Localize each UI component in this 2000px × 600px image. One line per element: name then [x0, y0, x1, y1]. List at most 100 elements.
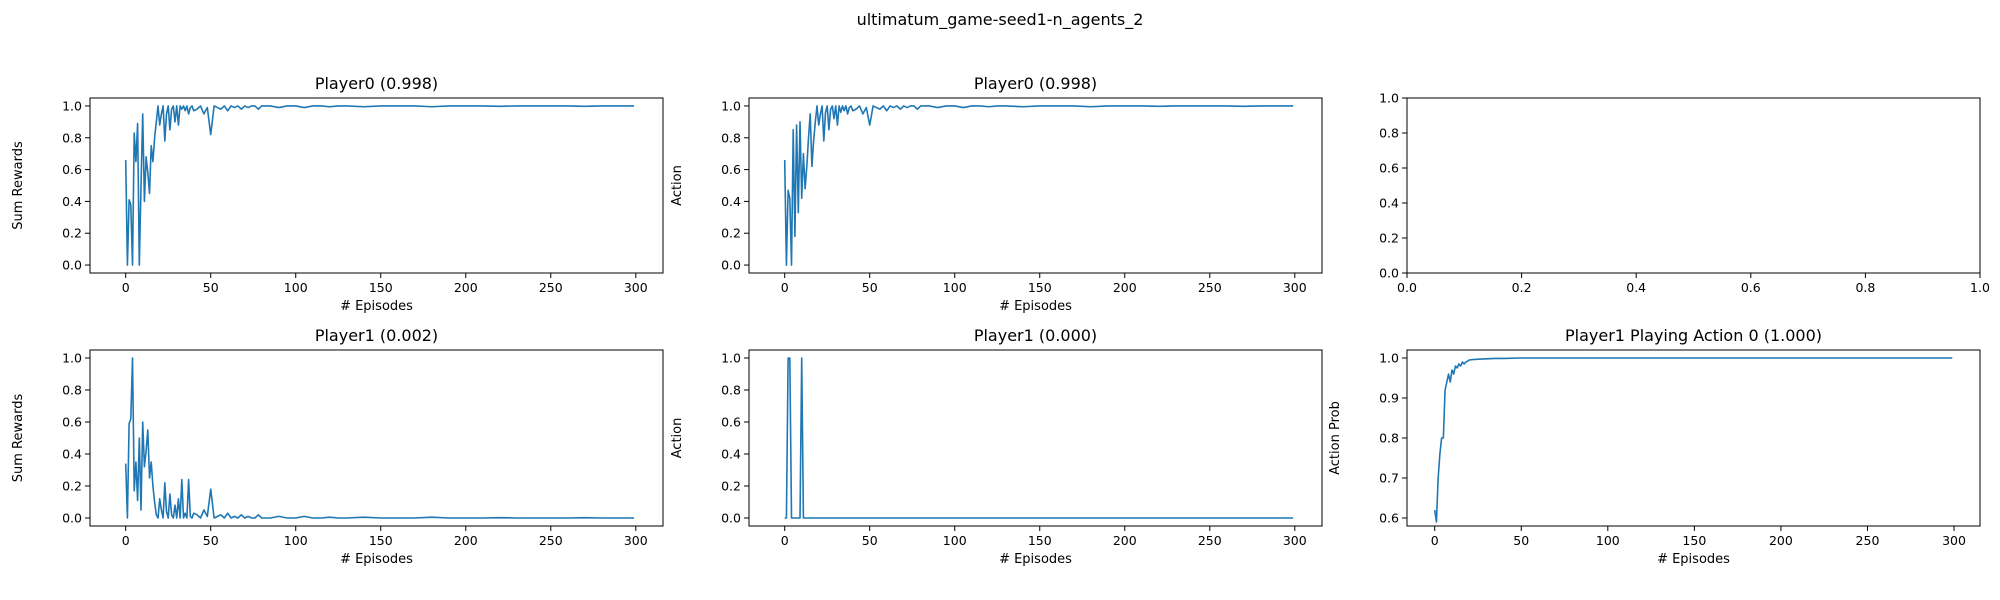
subplot-title: Player0 (0.998) — [315, 74, 438, 93]
x-tick-label: 150 — [369, 280, 393, 295]
series-line-5-1 — [784, 357, 1294, 519]
x-tick-label: 50 — [862, 533, 878, 548]
x-tick-label: 0 — [781, 533, 789, 548]
axes-frame — [1406, 97, 1981, 274]
x-tick-label: 100 — [943, 280, 967, 295]
x-tick-label: 150 — [1028, 280, 1052, 295]
y-tick-label: 0.2 — [721, 479, 741, 494]
y-tick-label: 0.6 — [721, 415, 741, 430]
y-tick-label: 0.0 — [1379, 266, 1399, 281]
x-tick-label: 100 — [284, 533, 308, 548]
x-tick-label: 0 — [122, 533, 130, 548]
x-axis-label: # Episodes — [999, 299, 1072, 314]
y-tick-label: 0.8 — [1379, 431, 1399, 446]
y-tick-label: 0.8 — [721, 130, 741, 145]
y-tick-label: 0.8 — [62, 130, 82, 145]
x-tick-label: 200 — [454, 280, 478, 295]
y-tick-label: 0.6 — [721, 162, 741, 177]
x-tick-label: 300 — [1942, 533, 1966, 548]
y-tick-label: 1.0 — [62, 351, 82, 366]
series-line-4-1 — [124, 357, 635, 519]
y-tick-label: 0.8 — [1379, 126, 1399, 141]
y-tick-label: 1.0 — [1379, 91, 1399, 106]
x-tick-label: 200 — [1113, 280, 1137, 295]
y-tick-label: 0.8 — [62, 383, 82, 398]
subplot-title: Player0 (0.998) — [974, 74, 1097, 93]
x-tick-label: 150 — [1682, 533, 1706, 548]
subplot-4: 0 50 100 150 200 250 300 0.0 0.2 0.4 0.6 0.8 1.0 Play… — [11, 326, 664, 567]
x-tick-label: 50 — [1513, 533, 1529, 548]
x-tick-label: 0.8 — [1855, 280, 1875, 295]
x-tick-label: 300 — [1283, 533, 1307, 548]
subplot-3: 0.0 0.2 0.4 0.6 0.8 1.0 0.0 0.2 0.4 0.6 0.8 1.0 — [1379, 91, 1990, 296]
x-tick-label: 50 — [862, 280, 878, 295]
y-tick-label: 0.7 — [1379, 471, 1399, 486]
y-tick-label: 0.4 — [1379, 196, 1399, 211]
axes-frame — [1406, 349, 1981, 527]
y-tick-label: 0.6 — [1379, 161, 1399, 176]
y-tick-label: 0.0 — [721, 258, 741, 273]
y-tick-label: 0.4 — [721, 194, 741, 209]
x-tick-label: 150 — [1028, 533, 1052, 548]
x-tick-label: 0.4 — [1626, 280, 1646, 295]
series-line-1-1 — [124, 105, 635, 266]
x-tick-label: 200 — [454, 533, 478, 548]
figure-title: ultimatum_game-seed1-n_agents_2 — [857, 10, 1144, 30]
subplot-6: 0 50 100 150 200 250 300 0.6 0.7 0.8 0.9 1.0 Player1… — [1328, 326, 1981, 567]
y-tick-label: 1.0 — [721, 98, 741, 113]
x-tick-label: 250 — [539, 280, 563, 295]
y-tick-label: 0.4 — [721, 447, 741, 462]
y-tick-label: 0.6 — [62, 415, 82, 430]
y-tick-label: 1.0 — [721, 351, 741, 366]
x-tick-label: 250 — [1198, 533, 1222, 548]
y-tick-label: 0.4 — [62, 447, 82, 462]
x-tick-label: 100 — [284, 280, 308, 295]
y-tick-label: 0.2 — [1379, 231, 1399, 246]
y-axis-label: Action — [670, 418, 685, 459]
x-tick-label: 0 — [122, 280, 130, 295]
axes-frame — [748, 97, 1323, 274]
x-tick-label: 50 — [203, 533, 219, 548]
x-tick-label: 1.0 — [1970, 280, 1990, 295]
y-tick-label: 0.2 — [62, 226, 82, 241]
y-tick-label: 0.0 — [62, 511, 82, 526]
x-tick-label: 150 — [369, 533, 393, 548]
y-axis-label: Sum Rewards — [11, 394, 26, 483]
y-tick-label: 0.2 — [721, 226, 741, 241]
x-tick-label: 0.0 — [1397, 280, 1417, 295]
x-tick-label: 0 — [1431, 533, 1439, 548]
y-axis-label: Sum Rewards — [11, 141, 26, 230]
x-tick-label: 200 — [1769, 533, 1793, 548]
y-tick-label: 0.2 — [62, 479, 82, 494]
y-tick-label: 0.8 — [721, 383, 741, 398]
x-tick-label: 100 — [1596, 533, 1620, 548]
series-line-2-1 — [783, 105, 1294, 266]
y-tick-label: 0.9 — [1379, 391, 1399, 406]
y-tick-label: 1.0 — [62, 98, 82, 113]
subplots-grid: 0 50 100 150 200 250 300 0.0 0.2 0.4 0.6 0.8 1.0 Play… — [11, 74, 1990, 567]
x-tick-label: 300 — [1283, 280, 1307, 295]
y-tick-label: 0.0 — [62, 258, 82, 273]
x-tick-label: 200 — [1113, 533, 1137, 548]
subplot-2: 0 50 100 150 200 250 300 0.0 0.2 0.4 0.6 0.8 1.0 Play… — [670, 74, 1323, 314]
subplot-title: Player1 (0.000) — [974, 326, 1097, 345]
x-tick-label: 250 — [1856, 533, 1880, 548]
y-tick-label: 0.6 — [62, 162, 82, 177]
x-tick-label: 300 — [624, 533, 648, 548]
x-axis-label: # Episodes — [1657, 552, 1730, 567]
y-tick-label: 0.6 — [1379, 511, 1399, 526]
y-axis-label: Action Prob — [1328, 401, 1343, 475]
subplot-1: 0 50 100 150 200 250 300 0.0 0.2 0.4 0.6 0.8 1.0 Play… — [11, 74, 664, 314]
x-axis-label: # Episodes — [340, 299, 413, 314]
x-tick-label: 250 — [539, 533, 563, 548]
subplot-5: 0 50 100 150 200 250 300 0.0 0.2 0.4 0.6 0.8 1.0 Play… — [670, 326, 1323, 567]
x-tick-label: 50 — [203, 280, 219, 295]
series-line-6-1 — [1433, 357, 1953, 523]
y-tick-label: 0.4 — [62, 194, 82, 209]
x-axis-label: # Episodes — [999, 552, 1072, 567]
x-axis-label: # Episodes — [340, 552, 413, 567]
x-tick-label: 300 — [624, 280, 648, 295]
x-tick-label: 100 — [943, 533, 967, 548]
x-tick-label: 0.2 — [1512, 280, 1532, 295]
